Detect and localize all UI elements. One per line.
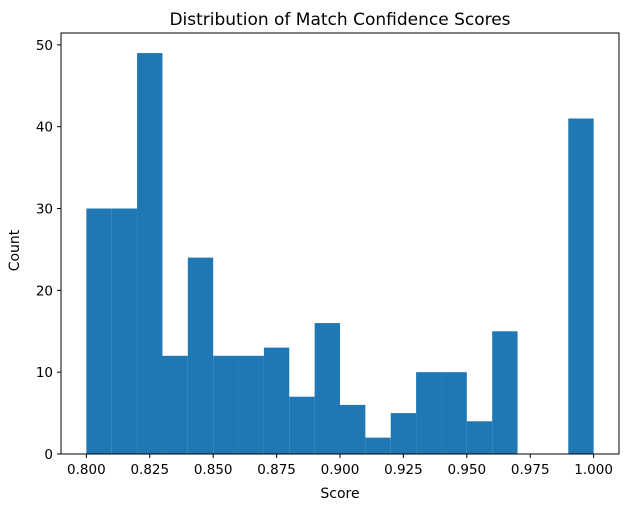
x-axis-ticks: 0.800 0.825 0.850 0.875 0.900 0.925 0.950 0.975…: [67, 454, 613, 478]
y-tick-label: 50: [36, 38, 53, 54]
y-axis-label: Count: [7, 229, 23, 271]
y-tick-label: 20: [36, 283, 53, 299]
x-tick-label: 0.875: [257, 462, 296, 478]
histogram-bar: [416, 372, 442, 454]
y-tick-label: 10: [36, 365, 53, 381]
histogram-bar: [314, 323, 340, 454]
x-tick-label: 1.000: [574, 462, 613, 478]
histogram-bar: [263, 347, 290, 454]
histogram-bar: [213, 355, 239, 454]
histogram-bar: [441, 372, 467, 454]
histogram-bar: [390, 413, 417, 454]
histogram-bar: [365, 437, 391, 454]
histogram-bar: [86, 208, 112, 454]
y-tick-label: 30: [36, 202, 53, 218]
histogram-bar: [238, 355, 264, 454]
histogram-bar: [466, 421, 493, 454]
chart-title: Distribution of Match Confidence Scores: [169, 10, 510, 30]
x-tick-label: 0.925: [384, 462, 423, 478]
y-tick-label: 0: [44, 447, 53, 463]
histogram-bar: [137, 53, 163, 455]
bars-group: [86, 53, 594, 455]
y-axis-ticks: 0 10 20 30 40 50: [36, 38, 61, 463]
x-tick-label: 0.800: [67, 462, 106, 478]
x-axis-label: Score: [320, 486, 359, 502]
histogram-bar: [187, 257, 214, 454]
x-tick-label: 0.900: [321, 462, 360, 478]
plot-frame: [60, 32, 620, 455]
histogram-bar: [492, 331, 518, 454]
histogram-bar: [568, 118, 594, 455]
histogram-bar: [289, 396, 315, 454]
x-tick-label: 0.850: [194, 462, 233, 478]
x-tick-label: 0.975: [511, 462, 550, 478]
x-tick-label: 0.825: [130, 462, 169, 478]
x-tick-label: 0.950: [447, 462, 486, 478]
histogram-bar: [340, 404, 366, 454]
histogram-bar: [162, 355, 188, 454]
histogram-bar: [111, 208, 138, 454]
y-tick-label: 40: [36, 120, 53, 136]
